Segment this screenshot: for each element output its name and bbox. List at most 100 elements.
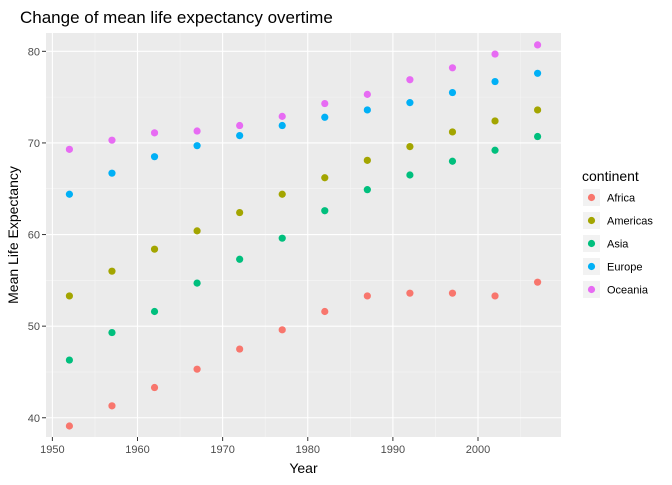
data-point-africa bbox=[406, 289, 414, 297]
data-point-asia bbox=[65, 356, 74, 364]
data-point-oceania bbox=[278, 112, 286, 120]
legend-items: Africa Americas Asia Europe Oceania bbox=[583, 189, 653, 298]
data-point-africa bbox=[278, 326, 286, 334]
data-point-asia bbox=[448, 157, 457, 165]
x-tick-label: 1970 bbox=[210, 444, 234, 456]
data-point-americas bbox=[406, 142, 414, 151]
legend-item-asia: Asia bbox=[583, 235, 629, 252]
data-point-americas bbox=[491, 117, 499, 125]
data-point-oceania bbox=[491, 50, 499, 58]
legend-item-europe: Europe bbox=[583, 258, 642, 275]
data-point-africa bbox=[363, 292, 371, 300]
data-point-americas bbox=[193, 227, 201, 235]
x-axis: 1950 1960 1970 1980 1990 2000 bbox=[40, 437, 490, 456]
data-point-europe bbox=[108, 169, 116, 177]
legend-title: continent bbox=[582, 168, 639, 184]
data-point-europe bbox=[533, 69, 542, 77]
legend-label: Europe bbox=[607, 262, 642, 274]
data-point-africa bbox=[193, 365, 201, 373]
major-gridlines bbox=[46, 33, 561, 437]
data-point-europe bbox=[491, 77, 499, 86]
legend-label: Asia bbox=[607, 239, 629, 251]
y-tick-label: 60 bbox=[28, 230, 40, 242]
series-americas bbox=[65, 106, 542, 300]
data-point-europe bbox=[65, 190, 74, 198]
legend-item-africa: Africa bbox=[583, 189, 636, 206]
data-point-oceania bbox=[363, 90, 371, 98]
data-point-asia bbox=[193, 279, 201, 287]
legend-swatch bbox=[587, 239, 596, 248]
data-point-oceania bbox=[65, 145, 74, 153]
data-point-oceania bbox=[321, 99, 329, 108]
data-point-africa bbox=[491, 292, 499, 300]
legend-item-americas: Americas bbox=[583, 212, 653, 229]
data-point-americas bbox=[65, 292, 74, 300]
legend-swatch bbox=[587, 285, 596, 294]
data-point-americas bbox=[278, 190, 286, 198]
data-point-africa bbox=[448, 289, 457, 297]
data-point-europe bbox=[363, 106, 371, 114]
data-point-asia bbox=[406, 171, 414, 179]
data-point-americas bbox=[533, 106, 542, 114]
data-point-europe bbox=[278, 121, 286, 130]
data-point-oceania bbox=[193, 127, 201, 135]
data-point-asia bbox=[321, 207, 329, 215]
data-point-oceania bbox=[150, 129, 159, 137]
data-point-africa bbox=[236, 345, 244, 353]
data-point-africa bbox=[533, 278, 542, 286]
legend-label: Africa bbox=[607, 193, 636, 205]
legend: continent Africa Americas Asia Europe Oceani… bbox=[582, 168, 653, 298]
legend-swatch bbox=[587, 216, 596, 225]
series-asia bbox=[65, 132, 542, 364]
data-point-europe bbox=[406, 99, 414, 107]
data-point-americas bbox=[150, 245, 159, 253]
data-point-africa bbox=[108, 402, 116, 410]
data-point-asia bbox=[363, 186, 371, 194]
data-point-oceania bbox=[533, 41, 542, 49]
data-point-americas bbox=[448, 128, 457, 136]
legend-item-oceania: Oceania bbox=[583, 281, 649, 298]
data-point-asia bbox=[491, 146, 499, 154]
legend-label: Oceania bbox=[607, 285, 649, 297]
data-point-asia bbox=[533, 132, 542, 141]
data-point-europe bbox=[448, 88, 457, 97]
series-africa bbox=[65, 278, 542, 430]
chart-title: Change of mean life expectancy overtime bbox=[20, 8, 333, 27]
data-point-africa bbox=[321, 307, 329, 316]
data-point-africa bbox=[65, 422, 74, 430]
data-points bbox=[65, 41, 542, 430]
series-europe bbox=[65, 69, 542, 198]
x-tick-label: 1990 bbox=[381, 444, 405, 456]
legend-label: Americas bbox=[607, 216, 653, 228]
series-oceania bbox=[65, 41, 542, 153]
x-tick-label: 1980 bbox=[296, 444, 320, 456]
data-point-americas bbox=[363, 156, 371, 164]
y-tick-label: 80 bbox=[28, 46, 40, 58]
legend-swatch bbox=[587, 262, 596, 271]
data-point-europe bbox=[236, 132, 244, 140]
data-point-europe bbox=[193, 142, 201, 150]
data-point-asia bbox=[278, 234, 286, 242]
data-point-americas bbox=[321, 174, 329, 182]
x-axis-label: Year bbox=[289, 460, 318, 476]
data-point-europe bbox=[321, 113, 329, 121]
data-point-asia bbox=[150, 307, 159, 316]
data-point-asia bbox=[108, 328, 116, 337]
data-point-africa bbox=[150, 383, 159, 392]
y-axis: 40 50 60 70 80 bbox=[28, 46, 46, 425]
y-tick-label: 50 bbox=[28, 321, 40, 333]
legend-swatch bbox=[587, 193, 596, 202]
data-point-oceania bbox=[236, 121, 244, 130]
data-point-americas bbox=[236, 208, 244, 217]
data-point-oceania bbox=[406, 76, 414, 84]
data-point-oceania bbox=[448, 64, 457, 72]
data-point-asia bbox=[236, 255, 244, 263]
y-axis-label: Mean Life Expectancy bbox=[5, 166, 21, 304]
y-tick-label: 70 bbox=[28, 138, 40, 150]
data-point-europe bbox=[150, 153, 159, 161]
data-point-americas bbox=[108, 267, 116, 275]
data-point-oceania bbox=[108, 136, 116, 144]
y-tick-label: 40 bbox=[28, 413, 40, 425]
